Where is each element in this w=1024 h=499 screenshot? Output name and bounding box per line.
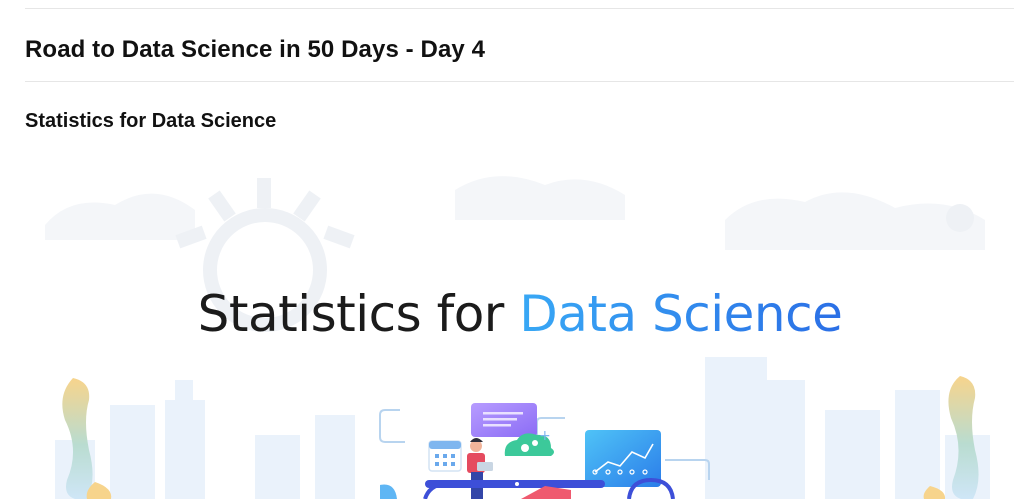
message-card-icon — [471, 403, 537, 437]
person-icon — [467, 438, 493, 499]
plant-icon-right — [923, 376, 979, 499]
calendar-icon — [428, 440, 462, 472]
section-heading: Statistics for Data Science — [25, 110, 277, 132]
banner-illustration: + — [45, 176, 990, 499]
small-gear-icon — [946, 204, 974, 232]
chart-card-icon — [585, 430, 661, 487]
banner-image: + — [25, 150, 1015, 499]
banner-heading-dark: Statistics for — [197, 285, 520, 343]
banner-heading: Statistics for Data Science — [25, 282, 1015, 346]
city-skyline — [55, 357, 990, 499]
gear-icon — [203, 208, 327, 332]
svg-text:+: + — [539, 428, 551, 444]
gear-teeth — [175, 178, 355, 249]
cloud-icon: + — [504, 428, 554, 456]
title-divider — [25, 81, 1014, 82]
background-clouds — [45, 176, 985, 250]
banner-heading-highlight: Data Science — [519, 285, 843, 343]
post-title: Road to Data Science in 50 Days - Day 4 — [25, 36, 486, 63]
top-divider — [25, 8, 1014, 9]
plant-icon-left — [62, 378, 112, 499]
bottom-shapes — [380, 477, 675, 499]
